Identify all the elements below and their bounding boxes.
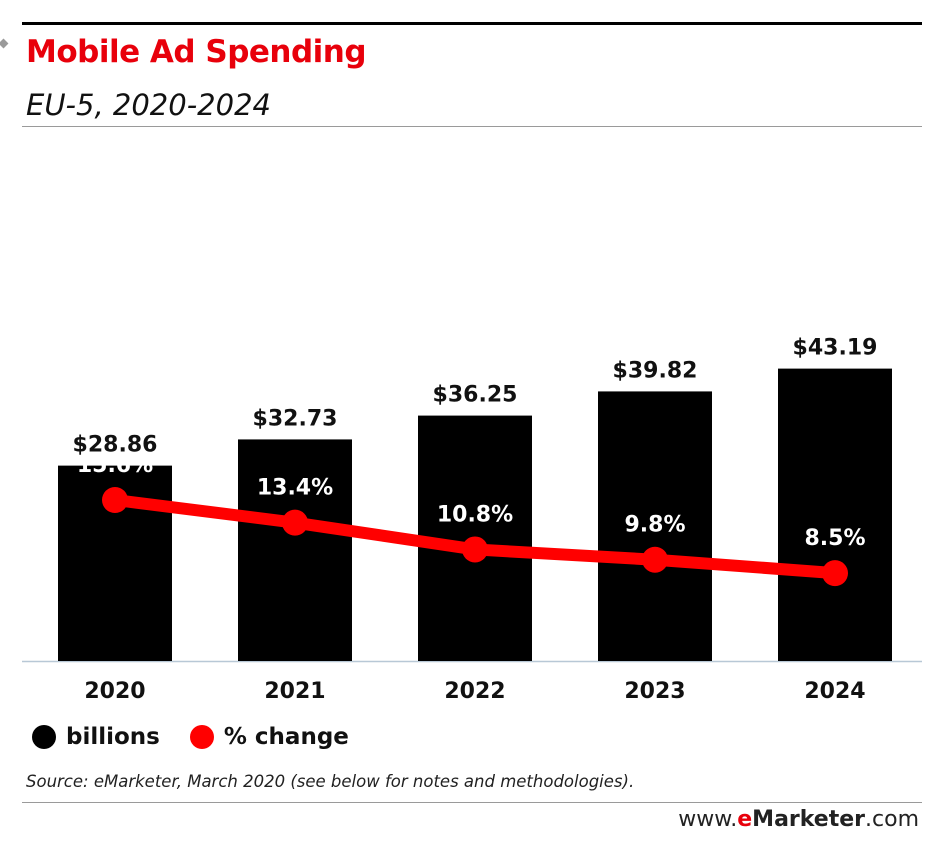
bar-value-label-2022: $36.25 <box>433 383 518 408</box>
legend-label-billions: billions <box>66 724 160 750</box>
bar-value-label-2021: $32.73 <box>253 406 338 431</box>
bar-value-label-2024: $43.19 <box>793 336 878 361</box>
top-divider <box>22 22 922 25</box>
x-tick-label-2024: 2024 <box>804 679 865 704</box>
bar-value-label-2023: $39.82 <box>613 358 698 383</box>
bar-2023 <box>598 391 712 661</box>
x-tick-label-2022: 2022 <box>444 679 505 704</box>
chart-title: Mobile Ad Spending <box>26 34 367 70</box>
x-tick-label-2023: 2023 <box>624 679 685 704</box>
source-note: Source: eMarketer, March 2020 (see below… <box>26 772 635 791</box>
chart-subtitle: EU-5, 2020-2024 <box>26 88 271 122</box>
pct-change-label-2022: 10.8% <box>437 502 513 527</box>
legend-swatch-pct-change <box>189 725 214 749</box>
bar-2021 <box>238 439 352 661</box>
pct-change-point-2023 <box>642 546 668 573</box>
pct-change-label-2020: 15.6% <box>77 453 153 478</box>
bottom-divider <box>22 802 922 803</box>
x-tick-label-2020: 2020 <box>84 679 145 704</box>
legend-swatch-billions <box>32 725 56 749</box>
pct-change-label-2023: 9.8% <box>624 513 685 538</box>
legend-item-billions: billions <box>32 724 160 750</box>
legend: billions % change <box>32 721 379 753</box>
legend-item-pct-change: % change <box>189 724 349 750</box>
brand-name: Marketer <box>752 807 866 832</box>
brand-suffix: .com <box>865 807 919 832</box>
pct-change-point-2021 <box>282 509 308 536</box>
pct-change-label-2024: 8.5% <box>804 526 865 551</box>
pct-change-point-2024 <box>822 560 848 587</box>
brand-accent: e <box>737 807 753 832</box>
legend-label-pct-change: % change <box>223 724 349 750</box>
pct-change-point-2022 <box>462 536 488 563</box>
pct-change-label-2021: 13.4% <box>257 476 333 501</box>
pct-change-point-2020 <box>102 487 128 513</box>
brand-prefix: www. <box>678 807 738 832</box>
subtitle-divider <box>22 126 922 127</box>
bar-value-label-2020: $28.86 <box>73 433 158 458</box>
brand-url[interactable]: www.eMarketer.com <box>678 807 919 832</box>
x-tick-label-2021: 2021 <box>264 679 325 704</box>
bar-2024 <box>778 368 892 661</box>
